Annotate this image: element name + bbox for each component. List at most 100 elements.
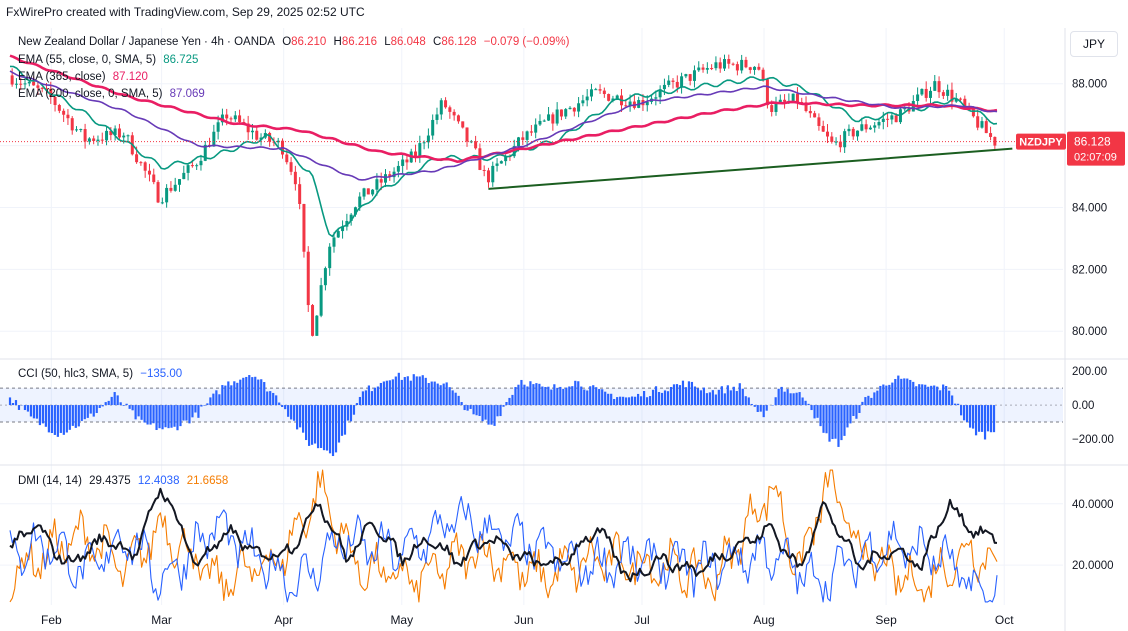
cci-bar	[885, 385, 888, 406]
candle-body-up	[916, 94, 920, 102]
cci-bar	[29, 405, 33, 417]
cci-bar	[8, 397, 12, 406]
candle-body-down	[298, 184, 302, 204]
ohlc-close: C86.128	[433, 36, 477, 48]
candle-body-down	[306, 251, 310, 306]
cci-bar	[490, 405, 493, 425]
dmi-minus-value: 21.6658	[186, 475, 229, 487]
candle-body-up	[319, 285, 323, 316]
dmi-legend[interactable]: DMI (14, 14) 29.4375 12.4038 21.6658	[18, 475, 232, 487]
candle-body-up	[517, 137, 521, 147]
candle-body-up	[589, 89, 593, 97]
candle-body-down	[44, 88, 48, 90]
candle-body-down	[405, 159, 409, 163]
candle-body-down	[448, 107, 452, 112]
candle-body-up	[542, 120, 546, 122]
candle-body-up	[658, 89, 662, 98]
candle-body-up	[594, 89, 598, 91]
cci-bar	[840, 405, 843, 441]
cci-bar	[44, 405, 47, 427]
cci-bar	[41, 405, 44, 424]
last-price-label: 86.128	[1074, 135, 1111, 149]
cci-bar	[864, 397, 867, 406]
cci-bar	[795, 392, 798, 406]
cci-bar	[275, 395, 278, 406]
cci-bar	[918, 384, 921, 406]
cci-bar	[529, 381, 532, 406]
ema365-legend[interactable]: EMA (365, close) 87.120	[18, 71, 152, 83]
cci-bar	[598, 389, 601, 406]
candle-body-down	[135, 154, 139, 163]
cci-bar	[382, 381, 385, 406]
cci-bar	[415, 376, 418, 406]
candle-body-up	[182, 172, 186, 180]
cci-bar	[538, 383, 541, 406]
cci-bar	[977, 405, 981, 432]
candle-body-down	[941, 92, 945, 96]
candle-body-up	[126, 135, 130, 137]
cci-bar	[514, 387, 517, 406]
adx-line	[9, 487, 997, 583]
cci-bar	[499, 405, 502, 417]
cci-bar	[146, 405, 149, 425]
cci-bar	[657, 392, 661, 406]
candle-body-down	[147, 170, 151, 175]
candle-body-up	[23, 83, 27, 85]
cci-bar	[607, 393, 610, 406]
cci-bar	[559, 386, 562, 406]
cci-bar	[577, 381, 580, 406]
ema55-legend[interactable]: EMA (55, close, 0, SMA, 5) 86.725	[18, 54, 202, 66]
candle-body-down	[109, 130, 113, 136]
cci-bar	[391, 379, 394, 406]
symbol-legend: New Zealand Dollar / Japanese Yen · 4h ·…	[18, 36, 573, 48]
ema200-value: 87.069	[169, 88, 205, 100]
candle-body-down	[379, 179, 383, 183]
cci-bar	[251, 377, 254, 406]
cci-bar	[409, 380, 412, 406]
cci-bar	[62, 405, 65, 435]
x-tick-label: May	[390, 613, 413, 627]
ema200-legend[interactable]: EMA (200, close, 0, SMA, 5) 87.069	[18, 88, 209, 100]
candle-body-up	[375, 179, 379, 190]
currency-button[interactable]: JPY	[1070, 31, 1118, 57]
support-trendline[interactable]	[488, 147, 1013, 190]
cci-bar	[891, 382, 894, 406]
cci-value: −135.00	[140, 368, 183, 380]
cci-bar	[263, 382, 266, 406]
cci-bar	[400, 379, 403, 406]
cci-bar	[481, 405, 484, 422]
candle-body-down	[851, 128, 855, 137]
candle-body-down	[808, 111, 812, 114]
cci-bar	[610, 393, 613, 406]
candle-body-up	[684, 74, 688, 77]
candle-body-down	[735, 64, 739, 71]
cci-bar	[331, 405, 335, 457]
candle-body-down	[598, 89, 602, 91]
candle-body-down	[521, 137, 525, 140]
candle-body-up	[113, 128, 117, 136]
candle-body-up	[105, 130, 109, 141]
cci-bar	[218, 394, 221, 406]
candle-body-up	[753, 66, 757, 70]
cci-bar	[427, 383, 430, 406]
candle-body-up	[903, 107, 907, 110]
candle-body-up	[165, 187, 169, 203]
cci-bar	[634, 396, 637, 406]
cci-bar	[879, 385, 882, 406]
candle-body-up	[250, 130, 254, 133]
candle-body-down	[894, 115, 898, 123]
cci-bar	[119, 402, 122, 406]
dmi-label: DMI (14, 14)	[18, 475, 82, 487]
ohlc-open: O86.210	[282, 36, 327, 48]
dmi-y-tick-label: 40.0000	[1072, 499, 1114, 511]
cci-bar	[968, 405, 972, 428]
cci-legend[interactable]: CCI (50, hlc3, SMA, 5) −135.00	[18, 368, 186, 380]
candle-body-up	[654, 97, 658, 99]
cci-bar	[472, 405, 475, 415]
cci-bar	[352, 405, 356, 415]
symbol-title[interactable]: New Zealand Dollar / Japanese Yen · 4h ·…	[18, 36, 275, 48]
candle-body-down	[36, 85, 40, 88]
cci-bar	[152, 405, 155, 424]
x-tick-label: Jul	[634, 613, 649, 627]
